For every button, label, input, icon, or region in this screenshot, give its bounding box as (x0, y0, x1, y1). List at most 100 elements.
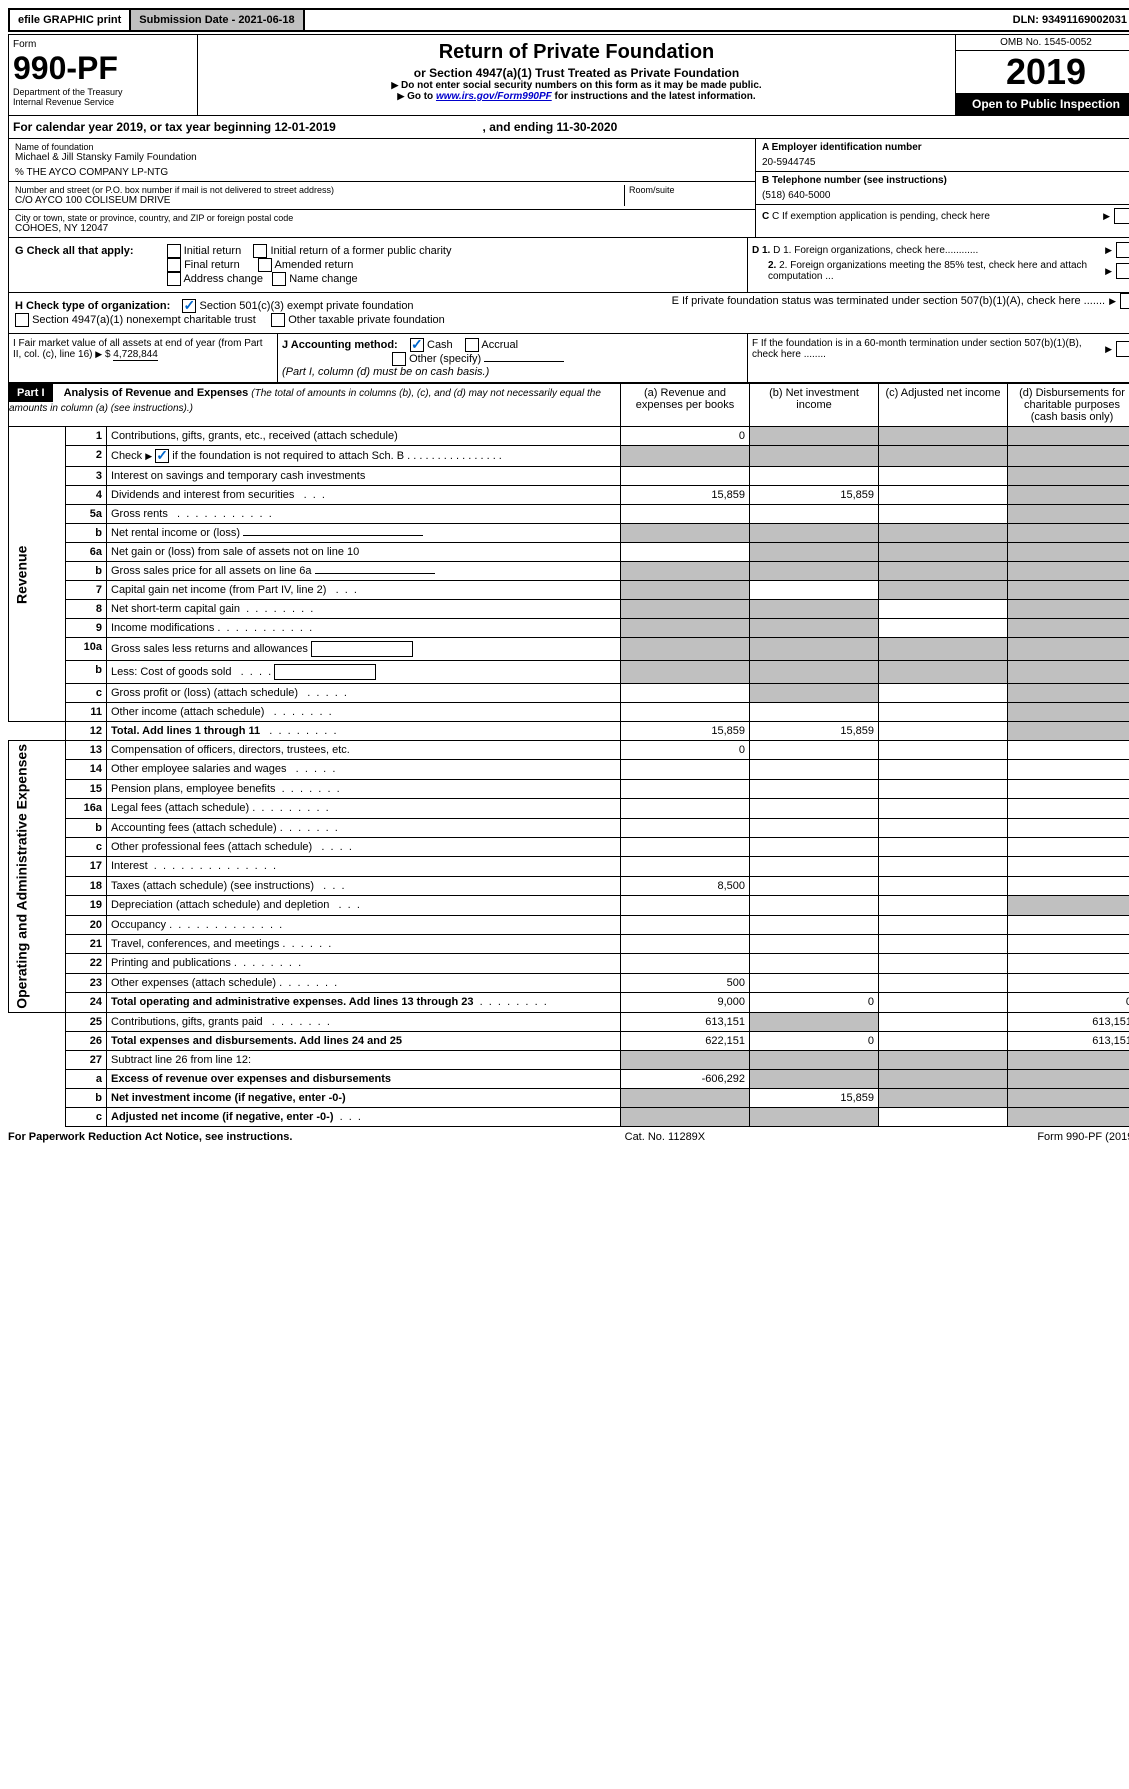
footer-right: Form 990-PF (2019) (1037, 1131, 1129, 1143)
j-section: J Accounting method: Cash Accrual Other … (277, 334, 747, 382)
city-cell: City or town, state or province, country… (9, 210, 755, 237)
footer: For Paperwork Reduction Act Notice, see … (8, 1127, 1129, 1147)
h-section: H Check type of organization: Section 50… (9, 293, 672, 333)
line-13-a: 0 (621, 741, 750, 760)
care-of: % THE AYCO COMPANY LP-NTG (15, 167, 749, 178)
line-25-a: 613,151 (621, 1012, 750, 1031)
form-subtitle: or Section 4947(a)(1) Trust Treated as P… (202, 66, 951, 80)
arrow-icon (1109, 295, 1116, 307)
top-bar: efile GRAPHIC print Submission Date - 20… (8, 8, 1129, 32)
i-section: I Fair market value of all assets at end… (9, 334, 277, 382)
checkbox-initial[interactable] (167, 244, 181, 258)
checkbox-4947[interactable] (15, 313, 29, 327)
checkbox-amended[interactable] (258, 258, 272, 272)
line-20: 20 (66, 915, 107, 934)
irs-label: Internal Revenue Service (13, 97, 193, 107)
e-section: E If private foundation status was termi… (672, 293, 1129, 333)
line-11: 11 (66, 703, 107, 722)
form-header: Form 990-PF Department of the Treasury I… (8, 34, 1129, 116)
irs-link[interactable]: www.irs.gov/Form990PF (436, 91, 552, 102)
checkbox-other[interactable] (392, 352, 406, 366)
line-27a: a (66, 1069, 107, 1088)
arrow-icon (391, 80, 398, 91)
checkbox-name[interactable] (272, 272, 286, 286)
footer-center: Cat. No. 11289X (625, 1131, 706, 1143)
line-24-d: 0 (1008, 993, 1129, 1013)
line-23: 23 (66, 973, 107, 992)
line-26-a: 622,151 (621, 1031, 750, 1050)
line-5a: 5a (66, 505, 107, 524)
checkbox-initial-former[interactable] (253, 244, 267, 258)
line-2-desc: Check if the foundation is not required … (107, 446, 621, 467)
submission-date: Submission Date - 2021-06-18 (131, 10, 304, 30)
g-d-row: G Check all that apply: Initial return I… (8, 238, 1129, 293)
d-section: D 1. D 1. Foreign organizations, check h… (747, 238, 1129, 292)
fmv: 4,728,844 (113, 349, 158, 361)
footer-left: For Paperwork Reduction Act Notice, see … (8, 1131, 292, 1143)
checkbox-c[interactable] (1114, 208, 1129, 224)
checkbox-other-tax[interactable] (271, 313, 285, 327)
line-4-b: 15,859 (750, 486, 879, 505)
line-27: 27 (66, 1050, 107, 1069)
dln: DLN: 93491169002031 (1005, 10, 1129, 30)
arrow-icon (397, 91, 404, 102)
line-18-a: 8,500 (621, 876, 750, 895)
line-1: 1 (66, 427, 107, 446)
line-12: 12 (66, 722, 107, 741)
line-14: 14 (66, 760, 107, 779)
col-a-header: (a) Revenue and expenses per books (621, 384, 750, 427)
calendar-year-row: For calendar year 2019, or tax year begi… (8, 116, 1129, 139)
checkbox-sch-b[interactable] (155, 449, 169, 463)
checkbox-f[interactable] (1116, 341, 1129, 357)
addr-cell: Number and street (or P.O. box number if… (9, 182, 755, 210)
line-17: 17 (66, 857, 107, 876)
part1-table: Part I Analysis of Revenue and Expenses … (8, 383, 1129, 1127)
note1: Do not enter social security numbers on … (202, 80, 951, 91)
line-27b-b: 15,859 (750, 1088, 879, 1107)
j-note: (Part I, column (d) must be on cash basi… (282, 366, 489, 378)
line-16c: c (66, 838, 107, 857)
checkbox-d1[interactable] (1116, 242, 1129, 258)
line-21: 21 (66, 935, 107, 954)
checkbox-cash[interactable] (410, 338, 424, 352)
line-1-a: 0 (621, 427, 750, 446)
line-19: 19 (66, 896, 107, 915)
revenue-side-label: Revenue (9, 427, 66, 722)
line-2: 2 (66, 446, 107, 467)
checkbox-d2[interactable] (1116, 263, 1129, 279)
line-5b: b (66, 524, 107, 543)
i-j-f-row: I Fair market value of all assets at end… (8, 334, 1129, 383)
header-right: OMB No. 1545-0052 2019 Open to Public In… (955, 35, 1129, 115)
line-26-d: 613,151 (1008, 1031, 1129, 1050)
checkbox-address[interactable] (167, 272, 181, 286)
ein-cell: A Employer identification number 20-5944… (756, 139, 1129, 172)
info-left: Name of foundation Michael & Jill Stansk… (9, 139, 755, 237)
line-16a: 16a (66, 799, 107, 818)
line-24-b: 0 (750, 993, 879, 1013)
efile-label: efile GRAPHIC print (10, 10, 131, 30)
form-title: Return of Private Foundation (202, 41, 951, 64)
tax-year: 2019 (956, 51, 1129, 93)
omb-number: OMB No. 1545-0052 (956, 35, 1129, 51)
phone: (518) 640-5000 (762, 190, 1129, 201)
line-3: 3 (66, 467, 107, 486)
form-label: Form (13, 39, 193, 50)
line-10b: b (66, 661, 107, 684)
room-label: Room/suite (629, 185, 749, 195)
checkbox-final[interactable] (167, 258, 181, 272)
arrow-icon (1105, 344, 1112, 355)
part1-label: Part I (9, 384, 53, 402)
city: COHOES, NY 12047 (15, 223, 749, 234)
line-7: 7 (66, 581, 107, 600)
line-4: 4 (66, 486, 107, 505)
address: C/O AYCO 100 COLISEUM DRIVE (15, 195, 624, 206)
line-18: 18 (66, 876, 107, 895)
checkbox-e[interactable] (1120, 293, 1129, 309)
line-27b: b (66, 1088, 107, 1107)
line-6a: 6a (66, 543, 107, 562)
checkbox-accrual[interactable] (465, 338, 479, 352)
g-section: G Check all that apply: Initial return I… (9, 238, 747, 292)
info-block: Name of foundation Michael & Jill Stansk… (8, 139, 1129, 238)
checkbox-501c3[interactable] (182, 299, 196, 313)
line-13: 13 (66, 741, 107, 760)
